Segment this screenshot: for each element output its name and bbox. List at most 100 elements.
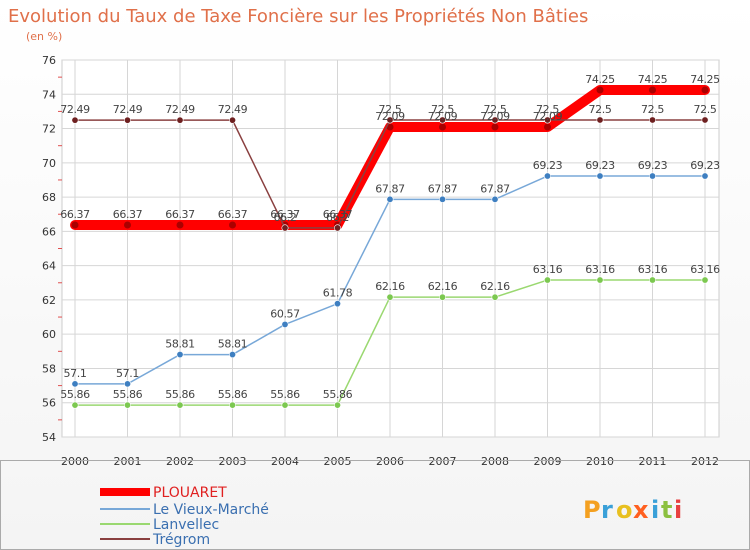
data-label: 74.25 [638,73,668,86]
data-point [491,195,499,203]
y-tick-label: 56 [42,397,56,410]
data-point [596,86,604,94]
y-tick-label: 60 [42,328,56,341]
axis-layer: 54 56 58 60 62 64 66 68 70 72 74 76 2000 2001 2002 2003… [42,54,719,468]
data-point [543,172,551,180]
x-tick-label: 2004 [271,455,299,468]
data-label: 61.78 [323,287,353,300]
data-point [71,116,79,124]
data-label: 66.37 [323,208,353,221]
data-point [439,123,446,131]
data-label: 72.49 [218,103,248,116]
data-label: 66.2 [274,211,297,224]
x-tick-label: 2009 [534,455,562,468]
data-label: 58.81 [165,338,195,351]
data-point [386,195,394,203]
data-label: 72.5 [379,103,402,116]
data-label: 66.37 [270,208,300,221]
y-tick-label: 70 [42,157,56,170]
data-point [649,86,656,94]
data-label: 55.86 [113,388,143,401]
data-label: 66.37 [165,208,195,221]
y-tick-label: 76 [42,54,56,67]
data-label: 72.09 [533,110,563,123]
data-label: 72.5 [641,103,664,116]
data-label: 72.09 [375,110,405,123]
data-label: 55.86 [218,388,248,401]
data-point [491,293,499,301]
data-label: 72.49 [113,103,143,116]
data-label: 72.49 [60,103,90,116]
logo-letter: P [583,496,601,524]
data-point [281,320,289,328]
data-label: 63.16 [533,263,563,276]
data-point [71,401,79,409]
series-lanvellec [71,276,709,409]
data-point [648,116,656,124]
data-label: 67.87 [428,182,458,195]
data-label: 67.87 [480,182,510,195]
data-point [229,401,237,409]
y-tick-label: 58 [42,362,56,375]
data-point [124,401,132,409]
data-label: 69.23 [690,159,720,172]
data-point [386,116,394,124]
data-label: 72.09 [480,110,510,123]
legend-label: PLOUARET [153,485,227,501]
logo-letter: i [674,496,682,524]
data-point [543,276,551,284]
x-tick-label: 2001 [114,455,142,468]
data-label: 55.86 [60,388,90,401]
data-label: 72.5 [589,103,612,116]
data-label: 55.86 [270,388,300,401]
logo-letter: i [651,496,659,524]
x-tick-label: 2011 [639,455,667,468]
y-tick-label: 72 [42,123,56,136]
data-label: 66.37 [218,208,248,221]
data-point [229,116,237,124]
data-label: 66.37 [60,208,90,221]
data-label: 69.23 [533,159,563,172]
data-label: 72.5 [536,103,559,116]
x-tick-label: 2003 [219,455,247,468]
data-label: 72.09 [428,110,458,123]
data-point [386,293,394,301]
data-point [229,351,237,359]
data-point [596,276,604,284]
data-point [438,195,446,203]
data-point [648,276,656,284]
data-label: 63.16 [690,263,720,276]
chart-title: Evolution du Taux de Taxe Foncière sur l… [8,6,588,27]
data-point [176,221,184,229]
data-label: 62.16 [480,280,510,293]
x-tick-label: 2000 [61,455,89,468]
data-point [701,86,709,94]
legend-label: Le Vieux-Marché [153,502,269,518]
data-label-layer: 66.37 66.37 66.37 66.37 66.37 66.37 72.09 72.09… [60,73,720,401]
legend-label: Lanvellec [153,517,219,533]
data-point [701,276,709,284]
data-point [71,221,79,229]
data-point [229,221,236,229]
data-point [333,300,341,308]
x-tick-label: 2012 [691,455,719,468]
data-label: 74.25 [585,73,615,86]
data-label: 63.16 [585,263,615,276]
legend-label: Trégrom [152,532,210,548]
logo-letter: o [616,496,633,524]
x-tick-label: 2002 [166,455,194,468]
data-label: 72.49 [165,103,195,116]
data-point [596,116,604,124]
data-point [491,123,499,131]
data-label: 69.23 [585,159,615,172]
data-point [281,401,289,409]
data-point [648,172,656,180]
x-tick-label: 2010 [586,455,614,468]
chart-subtitle: (en %) [26,30,62,43]
data-point [176,351,184,359]
data-label: 62.16 [428,280,458,293]
data-label: 57.1 [116,367,139,380]
x-tick-label: 2007 [429,455,457,468]
y-tick-label: 54 [42,431,56,444]
